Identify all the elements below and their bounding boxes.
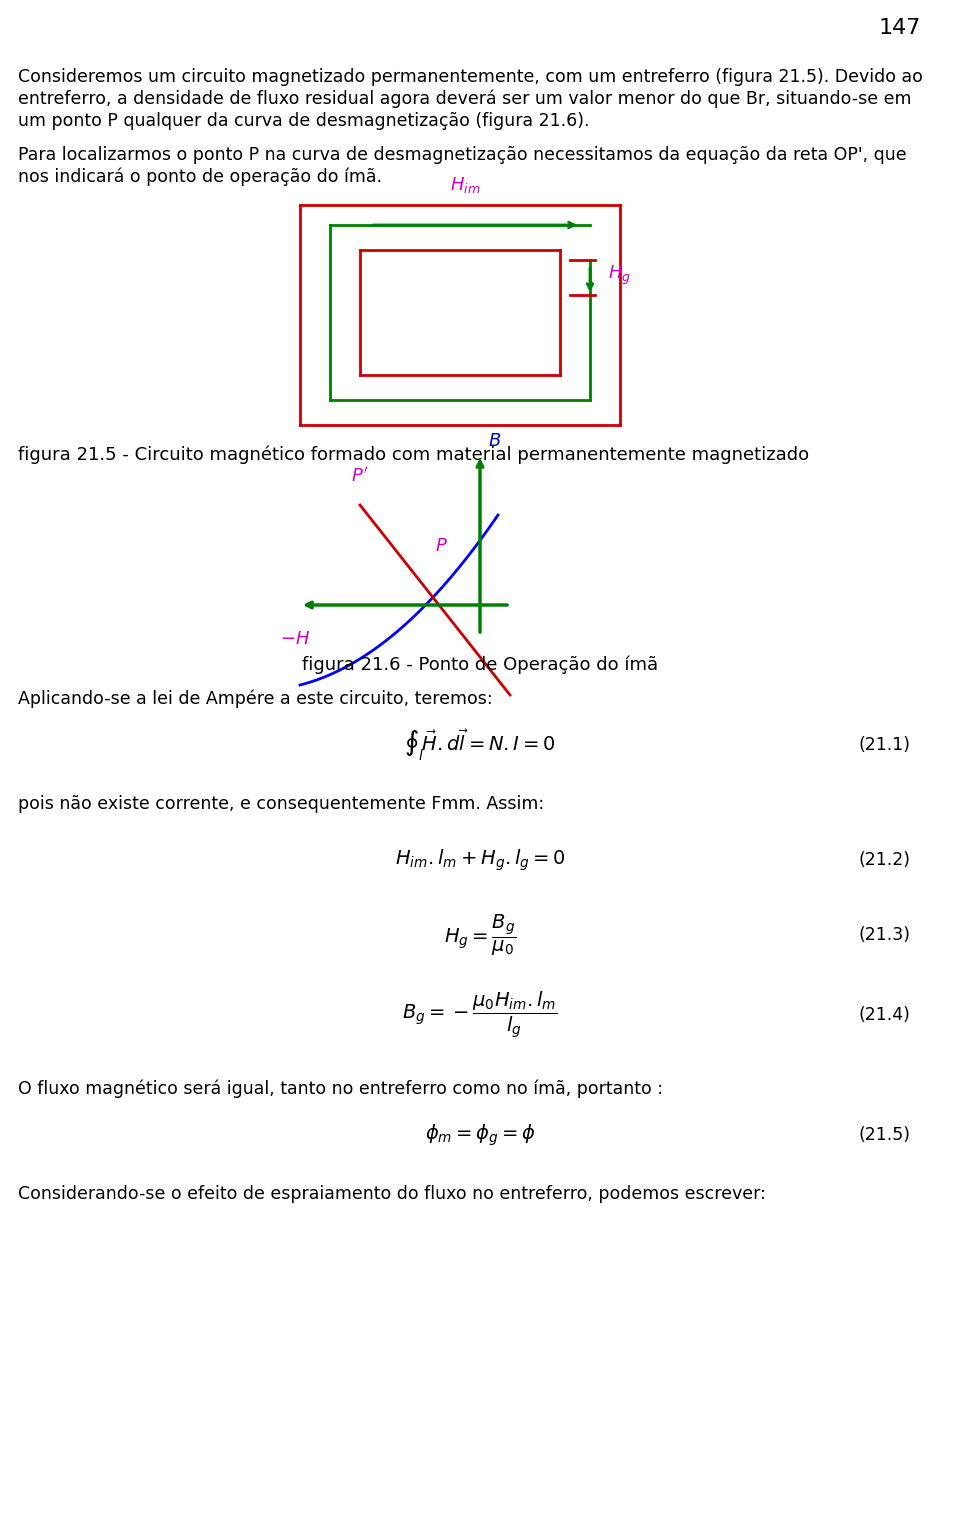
Text: $\phi_m = \phi_g = \phi$: $\phi_m = \phi_g = \phi$ <box>424 1122 536 1148</box>
Text: O fluxo magnético será igual, tanto no entreferro como no ímã, portanto :: O fluxo magnético será igual, tanto no e… <box>18 1080 663 1099</box>
Text: (21.1): (21.1) <box>858 736 910 753</box>
Text: nos indicará o ponto de operação do ímã.: nos indicará o ponto de operação do ímã. <box>18 168 382 186</box>
Text: Para localizarmos o ponto P na curva de desmagnetização necessitamos da equação : Para localizarmos o ponto P na curva de … <box>18 147 906 163</box>
Text: $H_g = \dfrac{B_g}{\mu_0}$: $H_g = \dfrac{B_g}{\mu_0}$ <box>444 912 516 958</box>
Text: Aplicando-se a lei de Ampére a este circuito, teremos:: Aplicando-se a lei de Ampére a este circ… <box>18 691 492 709</box>
Text: entreferro, a densidade de fluxo residual agora deverá ser um valor menor do que: entreferro, a densidade de fluxo residua… <box>18 90 911 108</box>
Text: pois não existe corrente, e consequentemente Fmm. Assim:: pois não existe corrente, e consequentem… <box>18 795 544 813</box>
Text: $\oint_{l}\vec{H}.d\vec{l} = N.I = 0$: $\oint_{l}\vec{H}.d\vec{l} = N.I = 0$ <box>404 727 556 762</box>
Text: figura 21.6 - Ponto de Operação do ímã: figura 21.6 - Ponto de Operação do ímã <box>302 656 658 674</box>
Text: Considerando-se o efeito de espraiamento do fluxo no entreferro, podemos escreve: Considerando-se o efeito de espraiamento… <box>18 1186 766 1203</box>
Text: $H_{im}$: $H_{im}$ <box>450 176 480 196</box>
Text: $-H$: $-H$ <box>280 630 310 648</box>
Text: (21.4): (21.4) <box>858 1005 910 1024</box>
Text: $P'$: $P'$ <box>351 466 369 484</box>
Text: $H_{im}.l_m + H_g.l_{g} = 0$: $H_{im}.l_m + H_g.l_{g} = 0$ <box>395 847 565 872</box>
Text: 147: 147 <box>878 18 922 38</box>
Text: $B_g = -\dfrac{\mu_0 H_{im}.l_m}{l_g}$: $B_g = -\dfrac{\mu_0 H_{im}.l_m}{l_g}$ <box>402 990 558 1041</box>
Text: (21.5): (21.5) <box>858 1126 910 1144</box>
Text: $B$: $B$ <box>489 432 502 451</box>
Text: $P$: $P$ <box>435 536 447 555</box>
Text: um ponto P qualquer da curva de desmagnetização (figura 21.6).: um ponto P qualquer da curva de desmagne… <box>18 112 589 130</box>
Text: Consideremos um circuito magnetizado permanentemente, com um entreferro (figura : Consideremos um circuito magnetizado per… <box>18 69 923 86</box>
Text: (21.3): (21.3) <box>858 926 910 944</box>
Text: $H_g$: $H_g$ <box>608 263 631 287</box>
Text: figura 21.5 - Circuito magnético formado com material permanentemente magnetizad: figura 21.5 - Circuito magnético formado… <box>18 445 809 463</box>
Text: (21.2): (21.2) <box>858 851 910 869</box>
